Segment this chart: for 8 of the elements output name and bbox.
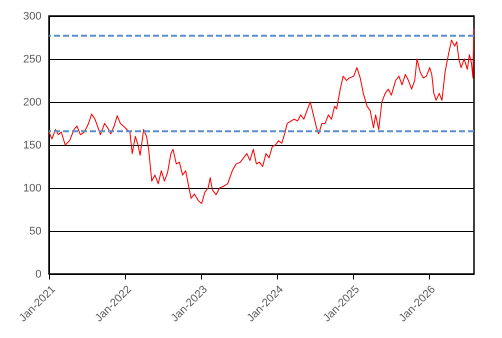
y-tick-label: 150: [23, 140, 42, 152]
y-tick-label: 100: [23, 182, 42, 194]
y-tick-label: 200: [23, 96, 42, 108]
y-tick-label: 0: [35, 268, 42, 280]
y-tick-label: 300: [23, 10, 42, 22]
line-series: [48, 28, 474, 204]
y-tick-label: 50: [29, 226, 42, 238]
y-tick-label: 250: [23, 54, 42, 66]
